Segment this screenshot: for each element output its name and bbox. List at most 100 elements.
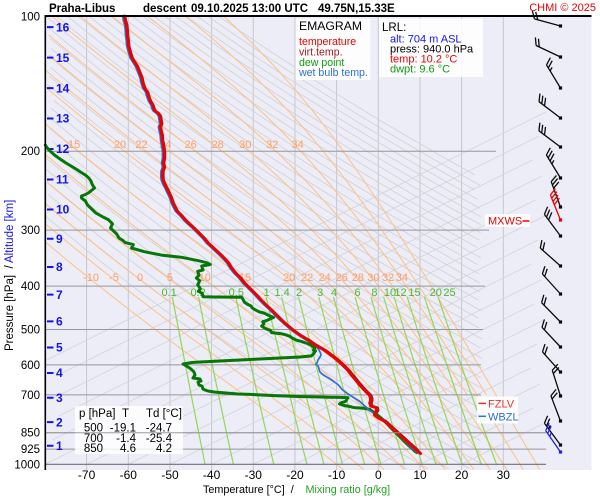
svg-text:p [hPa]: p [hPa] (79, 408, 115, 420)
svg-text:Temperature [°C] /: Temperature [°C] / (203, 484, 294, 496)
svg-text:20: 20 (455, 468, 469, 482)
svg-text:temp: 10.2 °C: temp: 10.2 °C (390, 54, 457, 66)
svg-text:8: 8 (371, 287, 377, 299)
svg-text:alt: 704 m ASL: alt: 704 m ASL (390, 34, 462, 46)
svg-text:FZLV: FZLV (488, 399, 515, 411)
svg-text:0.1: 0.1 (161, 287, 176, 299)
svg-text:32: 32 (382, 272, 394, 284)
svg-text:2: 2 (296, 287, 302, 299)
svg-text:30: 30 (367, 272, 379, 284)
svg-text:32: 32 (266, 139, 278, 151)
svg-text:3: 3 (56, 391, 63, 405)
svg-text:20: 20 (430, 287, 442, 299)
svg-text:4: 4 (56, 366, 63, 380)
svg-text:-1.4: -1.4 (116, 433, 136, 445)
svg-text:850: 850 (21, 428, 40, 440)
svg-text:dwpt: 9.6 °C: dwpt: 9.6 °C (390, 64, 450, 76)
svg-text:26: 26 (336, 272, 348, 284)
svg-text:850: 850 (84, 443, 103, 455)
svg-text:1: 1 (56, 439, 63, 453)
svg-text:CHMI © 2025: CHMI © 2025 (529, 2, 596, 14)
svg-text:MXWS: MXWS (488, 216, 522, 228)
svg-text:4: 4 (331, 287, 337, 299)
svg-text:28: 28 (352, 272, 364, 284)
svg-text:10: 10 (56, 203, 70, 217)
svg-text:700: 700 (21, 390, 40, 402)
svg-text:6: 6 (56, 315, 63, 329)
svg-text:10: 10 (384, 287, 396, 299)
svg-text:-60: -60 (120, 468, 138, 482)
svg-text:15: 15 (68, 139, 80, 151)
svg-text:-70: -70 (78, 468, 96, 482)
svg-text:Pressure [hPa] /: Pressure [hPa] / (4, 265, 16, 351)
svg-text:12: 12 (394, 287, 406, 299)
svg-text:34: 34 (396, 272, 408, 284)
svg-text:25: 25 (443, 287, 455, 299)
svg-text:12: 12 (56, 142, 70, 156)
svg-text:0: 0 (137, 272, 143, 284)
svg-text:virt.temp.: virt.temp. (299, 47, 343, 59)
svg-text:Altitude [km]: Altitude [km] (4, 200, 16, 263)
svg-text:500: 500 (84, 423, 103, 435)
svg-text:34: 34 (291, 139, 303, 151)
svg-text:925: 925 (21, 444, 40, 456)
svg-text:300: 300 (21, 225, 40, 237)
svg-text:-40: -40 (203, 468, 221, 482)
svg-text:press: 940.0 hPa: press: 940.0 hPa (390, 44, 474, 56)
svg-text:7: 7 (56, 288, 63, 302)
svg-text:-10: -10 (83, 272, 99, 284)
svg-text:5: 5 (167, 272, 173, 284)
svg-text:100: 100 (21, 11, 40, 23)
svg-text:1.4: 1.4 (274, 287, 289, 299)
svg-text:10: 10 (413, 468, 427, 482)
svg-text:3: 3 (317, 287, 323, 299)
svg-text:2: 2 (56, 415, 63, 429)
svg-text:-19.1: -19.1 (110, 423, 136, 435)
svg-text:WBZL: WBZL (488, 412, 519, 424)
svg-text:15: 15 (408, 287, 420, 299)
svg-text:500: 500 (21, 325, 40, 337)
svg-text:dew point: dew point (299, 57, 344, 69)
svg-text:10: 10 (199, 272, 211, 284)
svg-text:400: 400 (21, 281, 40, 293)
svg-text:26: 26 (184, 139, 196, 151)
svg-text:-10: -10 (328, 468, 346, 482)
svg-text:0: 0 (375, 468, 382, 482)
svg-text:700: 700 (84, 433, 103, 445)
svg-text:T: T (122, 408, 129, 420)
svg-text:24: 24 (319, 272, 331, 284)
svg-text:14: 14 (56, 81, 70, 95)
svg-text:-24.7: -24.7 (146, 423, 172, 435)
svg-text:11: 11 (56, 173, 69, 187)
svg-text:wet bulb temp.: wet bulb temp. (298, 67, 368, 79)
svg-text:-30: -30 (245, 468, 263, 482)
svg-text:9: 9 (56, 232, 63, 246)
svg-text:temperature: temperature (299, 36, 356, 48)
svg-text:22: 22 (301, 272, 313, 284)
svg-text:16: 16 (56, 20, 70, 34)
svg-text:30: 30 (239, 139, 251, 151)
svg-text:200: 200 (21, 146, 40, 158)
svg-text:20: 20 (114, 139, 126, 151)
svg-text:20: 20 (283, 272, 295, 284)
svg-text:13: 13 (56, 112, 70, 126)
svg-text:15: 15 (56, 51, 70, 65)
svg-text:Td [°C]: Td [°C] (146, 408, 182, 420)
svg-text:-20: -20 (286, 468, 304, 482)
svg-text:LRL:: LRL: (382, 22, 406, 34)
svg-text:6: 6 (354, 287, 360, 299)
svg-text:1000: 1000 (14, 459, 40, 471)
svg-text:4.6: 4.6 (120, 443, 136, 455)
svg-text:-5: -5 (109, 272, 119, 284)
svg-text:-25.4: -25.4 (146, 433, 173, 445)
svg-text:30: 30 (497, 468, 511, 482)
svg-text:8: 8 (56, 260, 63, 274)
svg-text:1: 1 (264, 287, 270, 299)
svg-text:4.2: 4.2 (156, 443, 172, 455)
svg-text:600: 600 (21, 360, 40, 372)
svg-text:28: 28 (212, 139, 224, 151)
svg-text:5: 5 (56, 341, 63, 355)
svg-text:EMAGRAM: EMAGRAM (299, 19, 362, 33)
svg-text:22: 22 (135, 139, 147, 151)
